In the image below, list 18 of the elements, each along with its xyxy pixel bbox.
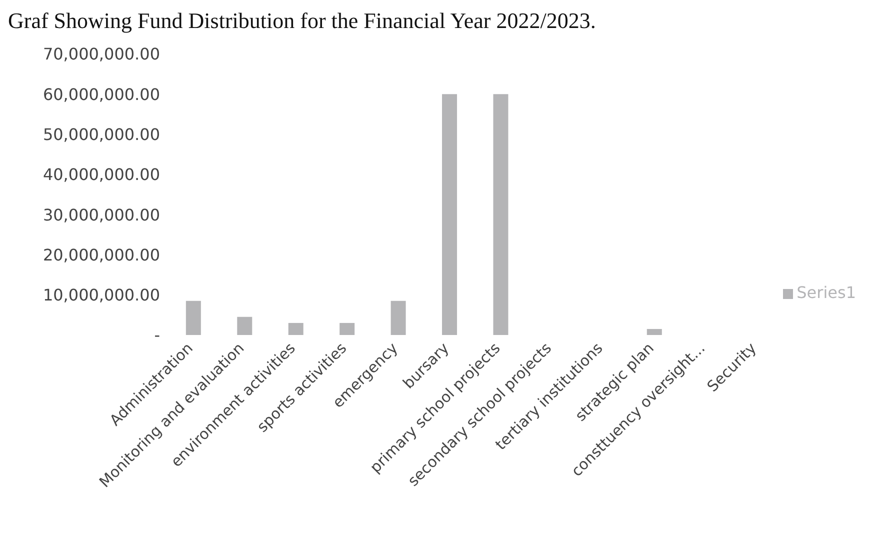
bar xyxy=(646,328,662,335)
legend-label: Series1 xyxy=(796,283,856,302)
y-tick-label: 50,000,000.00 xyxy=(42,124,160,144)
y-tick-label: 30,000,000.00 xyxy=(42,205,160,224)
bar xyxy=(390,300,406,335)
y-tick-label: 10,000,000.00 xyxy=(42,286,160,305)
bar xyxy=(288,322,304,335)
y-tick-label: 60,000,000.00 xyxy=(42,84,160,104)
bar xyxy=(186,300,201,335)
chart-title: Graf Showing Fund Distribution for the Financial Year 2022/2023. xyxy=(8,8,597,34)
y-tick-label: 40,000,000.00 xyxy=(42,165,160,184)
y-tick-label: - xyxy=(154,326,160,345)
bar xyxy=(493,94,508,335)
bar xyxy=(442,94,458,335)
y-tick-label: 20,000,000.00 xyxy=(42,245,160,264)
y-tick-label: 70,000,000.00 xyxy=(42,44,160,64)
bar xyxy=(237,316,252,335)
bar xyxy=(340,322,355,335)
